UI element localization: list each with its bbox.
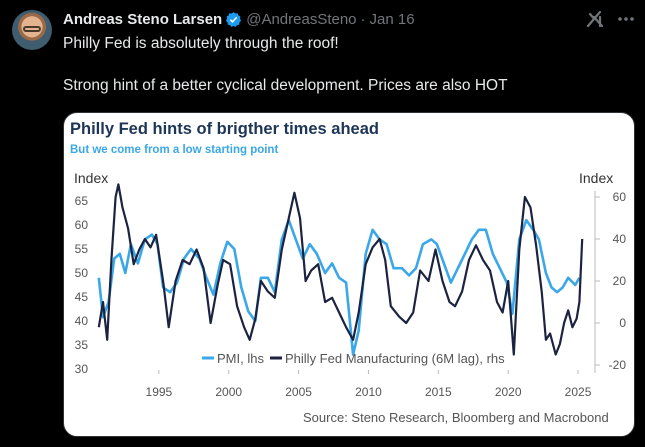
x-tick-label: 2020 (495, 385, 522, 399)
y-right-tick-label: 0 (619, 316, 626, 330)
legend: PMI, lhs Philly Fed Manufacturing (6M la… (202, 351, 505, 366)
x-tick-label: 2025 (565, 385, 592, 399)
y-right-tick-label: 40 (613, 232, 627, 246)
y-left-tick-label: 55 (75, 242, 89, 256)
author-handle[interactable]: @AndreasSteno (246, 10, 357, 28)
chart-subtitle: But we come from a low starting point (70, 144, 279, 156)
legend-label-pmi: PMI, lhs (217, 351, 264, 366)
separator-dot: · (360, 10, 366, 28)
tweet-header: Andreas Steno Larsen @AndreasSteno · Jan… (63, 9, 415, 29)
y-left-tick-label: 40 (75, 314, 89, 328)
chart-source: Source: Steno Research, Bloomberg and Ma… (303, 410, 609, 425)
y-left-tick-label: 65 (75, 194, 89, 208)
y-right-tick-label: 20 (613, 274, 627, 288)
more-icon[interactable] (615, 8, 639, 30)
grok-icon[interactable] (584, 8, 606, 30)
legend-label-philly-fed: Philly Fed Manufacturing (6M lag), rhs (285, 351, 505, 366)
chart-title: Philly Fed hints of brigther times ahead (70, 120, 379, 138)
author-name[interactable]: Andreas Steno Larsen (63, 10, 223, 28)
y-left-tick-label: 50 (75, 266, 89, 280)
y-left-tick-label: 60 (75, 218, 89, 232)
tweet-text-line-1: Philly Fed is absolutely through the roo… (63, 35, 339, 52)
y-left-tick-label: 30 (75, 362, 89, 376)
y-left-tick-label: 35 (75, 338, 89, 352)
x-tick-label: 2005 (285, 385, 312, 399)
left-axis-label: Index (74, 170, 108, 186)
x-tick-label: 2000 (215, 385, 242, 399)
x-tick-label: 1995 (146, 385, 173, 399)
y-right-tick-label: -20 (609, 358, 627, 372)
verified-badge-icon (225, 11, 242, 28)
x-tick-label: 2010 (355, 385, 382, 399)
tweet-text-line-2: Strong hint of a better cyclical develop… (63, 77, 508, 94)
x-tick-label: 2015 (425, 385, 452, 399)
chart-card[interactable]: Philly Fed hints of brigther times ahead… (63, 112, 635, 437)
series-line-philly-fed (97, 183, 584, 356)
right-axis-label: Index (579, 170, 613, 186)
y-right-tick-label: 60 (613, 190, 627, 204)
y-left-tick-label: 45 (75, 290, 89, 304)
avatar[interactable] (12, 10, 52, 50)
tweet-date[interactable]: Jan 16 (369, 10, 415, 28)
